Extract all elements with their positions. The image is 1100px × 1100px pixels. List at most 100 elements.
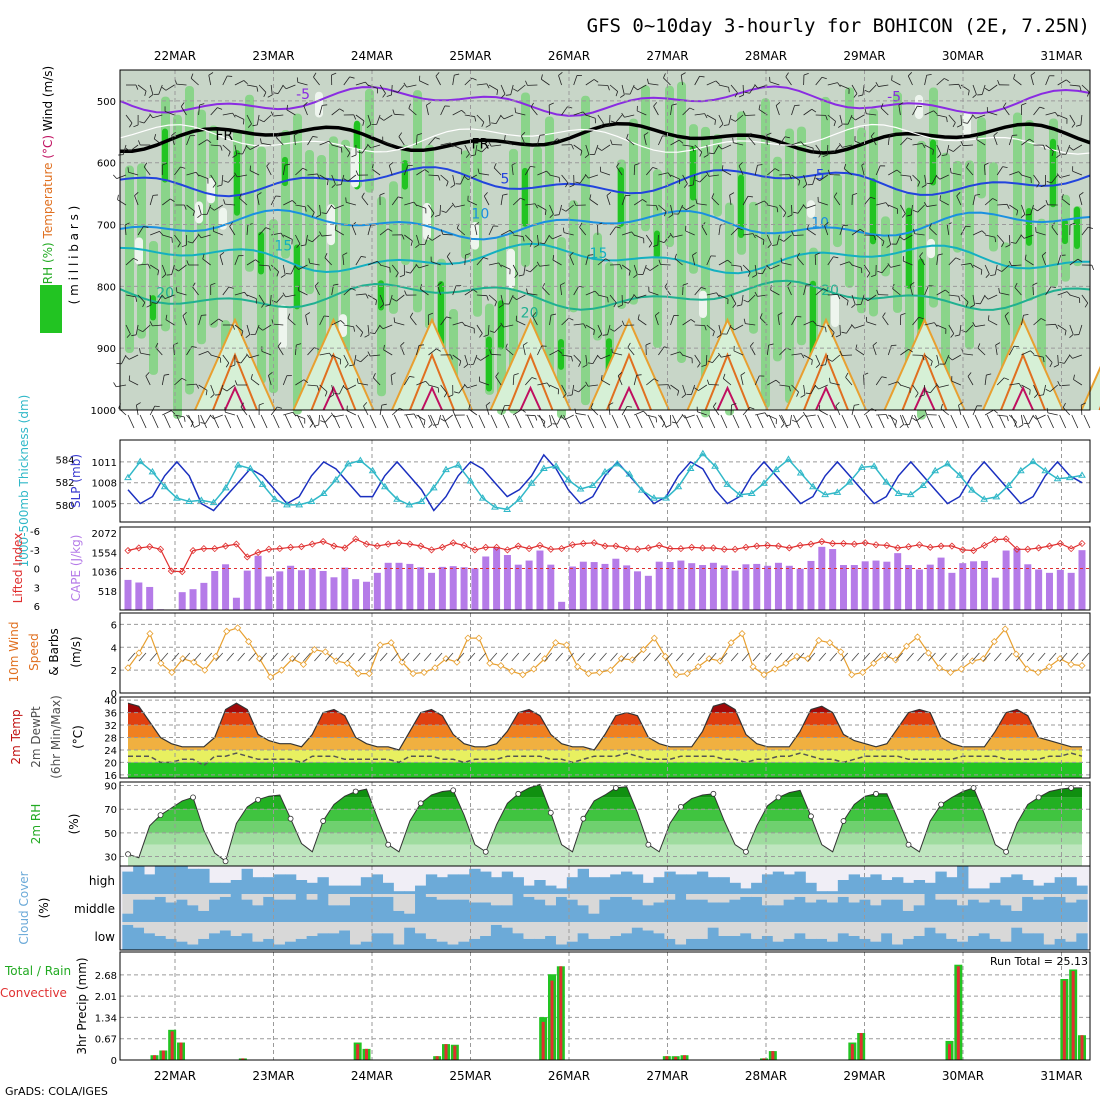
precip-convective-bar [153, 1055, 156, 1060]
wind-barb-flag [520, 197, 526, 201]
wind-barb-flag [699, 75, 705, 78]
date-tick-top: 31MAR [1040, 49, 1082, 63]
wind10m-barb [675, 652, 684, 662]
li-marker [352, 535, 360, 543]
cloud-bar [1000, 905, 1012, 922]
wind-barb [333, 414, 344, 418]
cloud-bar [621, 933, 633, 950]
wind-barb-flag [716, 334, 722, 338]
li-marker [156, 545, 165, 553]
thickness-marker [527, 479, 536, 486]
li-marker [438, 543, 446, 551]
wind-barb-flag [450, 184, 455, 188]
wind-barb [988, 84, 998, 92]
wind-barb-flag [240, 402, 244, 408]
wind-barb [936, 324, 947, 330]
wind-barb-flag [530, 165, 536, 168]
wind-barb [165, 319, 175, 326]
wind-barb [391, 264, 399, 274]
wind-barb-flag [791, 419, 797, 423]
cloud-bar [859, 899, 871, 922]
wind-barb-flag [764, 200, 769, 205]
wind-barb [867, 294, 877, 302]
wind-barb [779, 414, 785, 424]
cape-bar [297, 570, 305, 610]
wind-barb [161, 264, 167, 275]
wind-speed-marker [749, 663, 757, 671]
isotherm-label: FR [215, 128, 233, 144]
wind-barb-flag [870, 274, 876, 278]
wind-barb-flag [340, 320, 345, 325]
wind-barb [456, 228, 466, 236]
isotherm-30 [409, 352, 455, 411]
wind-barb [924, 144, 934, 151]
cloud-bar [989, 938, 1001, 950]
wind-barb [125, 294, 136, 298]
rh-core [558, 339, 564, 370]
wind-barb-flag [339, 108, 345, 112]
wind-barb [694, 287, 702, 296]
wind-barb-flag [208, 72, 214, 76]
wind10m-barb [1081, 652, 1090, 662]
thickness-marker [662, 494, 671, 501]
wind-barb [246, 324, 251, 335]
cape-bar [525, 560, 533, 610]
wind-barb [898, 105, 901, 116]
rh-band [128, 844, 1082, 866]
wind-barb [621, 231, 632, 236]
wind-barb [670, 174, 680, 180]
wind-barb-flag [919, 394, 925, 398]
thickness-marker [711, 462, 719, 469]
wind-barb-flag [313, 72, 317, 78]
wind-barb [240, 406, 248, 416]
li-marker [558, 545, 566, 553]
wind-barb [396, 294, 405, 302]
wind-barb [803, 144, 814, 149]
cloud-bar [469, 902, 481, 922]
temp-tick: 28 [104, 734, 117, 745]
wind-barb-flag [627, 405, 633, 408]
rh-core [234, 150, 240, 216]
wind-speed-marker [1056, 655, 1064, 663]
wind-barb [129, 144, 139, 152]
wind-barb [383, 114, 393, 121]
wind-speed-marker [1067, 660, 1075, 668]
surface-barb [272, 414, 280, 429]
cloud-clear [588, 894, 600, 914]
wind-barb-flag [367, 351, 371, 357]
cape-bar [742, 564, 750, 610]
temp-tick: 40 [104, 696, 117, 707]
li-marker [1067, 545, 1075, 553]
wind-barb [270, 195, 276, 206]
wind-barb-flag [690, 319, 696, 323]
wind-barb [1021, 174, 1032, 179]
wind-barb-flag [296, 77, 299, 83]
rh-marker [905, 841, 912, 848]
wind-barb-flag [146, 304, 152, 308]
dewpoint-line [128, 752, 1083, 767]
wind-barb-flag [263, 92, 267, 97]
wind-barb-flag [568, 317, 574, 321]
wind-barb [190, 78, 199, 86]
rh-core [1074, 206, 1080, 250]
cloud-bar [870, 905, 882, 922]
wind-barb-flag [837, 82, 841, 87]
wind-barb [298, 264, 308, 270]
wind-barb-flag [917, 105, 923, 108]
li-tick: 0 [34, 565, 40, 576]
wind-barb-flag [304, 206, 307, 212]
wind-barb [597, 84, 608, 86]
wind-barb [210, 174, 217, 184]
wind-barb [208, 75, 212, 86]
wind-barb [1057, 291, 1068, 296]
wind-barb [967, 376, 974, 386]
cloud-clear [621, 894, 633, 897]
precip-convective-bar [1080, 1035, 1084, 1060]
wind10m-barb [138, 652, 147, 662]
wind-barb [866, 321, 877, 326]
wind-barb-flag [448, 394, 454, 398]
wind-barb-flag [1069, 146, 1074, 151]
cloud-bar [783, 938, 795, 950]
